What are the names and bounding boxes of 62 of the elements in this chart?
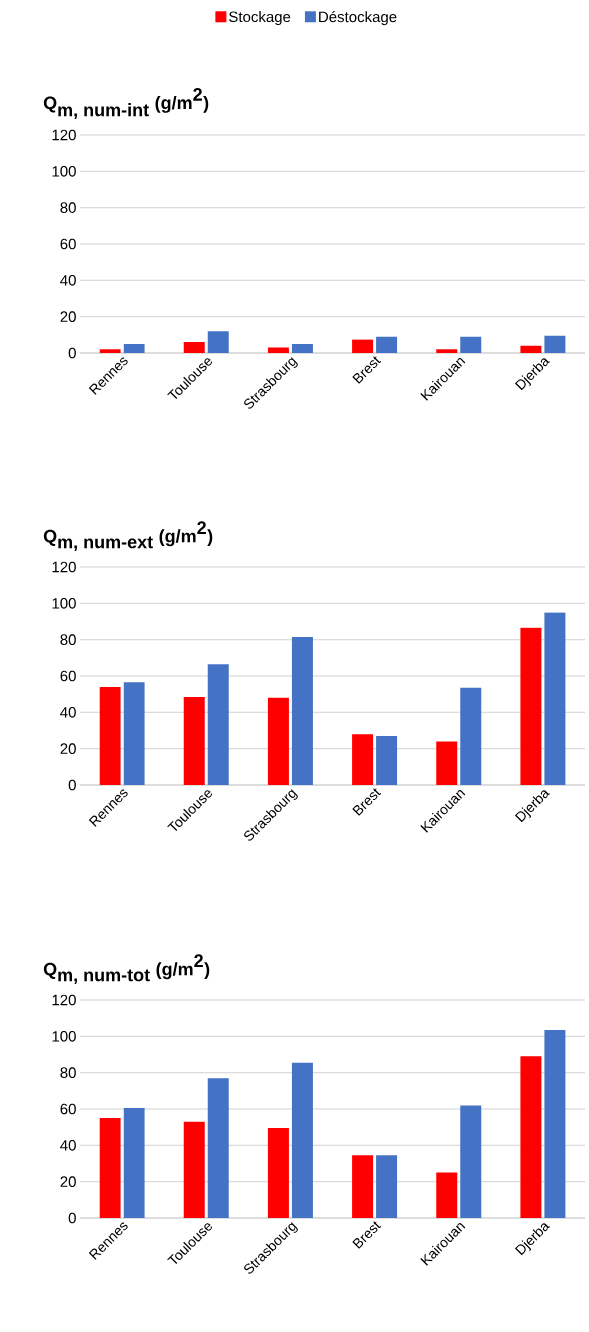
y-tick-label: 0 bbox=[68, 347, 76, 359]
bar bbox=[352, 1155, 374, 1219]
chart-title: $\textbf{Q}_{\textbf{m, num-ext}}\textbf{ (g/m}^{\textbf{2}}\textbf{)}$ bbox=[43, 521, 213, 551]
y-tick-label: 80 bbox=[60, 202, 76, 213]
chart-title: $\textbf{Q}_{\textbf{m, num-tot}}\textbf{ (g/m}^{\textbf{2}}\textbf{)}$ bbox=[43, 954, 210, 984]
bar bbox=[291, 343, 313, 353]
bar bbox=[267, 347, 289, 353]
bar bbox=[123, 343, 145, 353]
y-tick-label: 40 bbox=[60, 707, 76, 718]
bar bbox=[460, 687, 482, 786]
y-tick-label: 120 bbox=[52, 561, 76, 573]
bar bbox=[291, 1062, 313, 1219]
bar bbox=[267, 697, 289, 786]
bar bbox=[436, 349, 458, 353]
y-tick-label: 0 bbox=[68, 779, 76, 791]
y-tick-label: 80 bbox=[60, 634, 76, 645]
bar bbox=[544, 1029, 566, 1219]
bar bbox=[544, 612, 566, 786]
y-tick-label: 80 bbox=[60, 1067, 76, 1078]
chart-title: $\textbf{Q}_{\textbf{m, num-int}}\textbf{ (g/m}^{\textbf{2}}\textbf{)}$ bbox=[43, 88, 209, 119]
bar bbox=[123, 1108, 145, 1219]
y-tick-label: 60 bbox=[60, 1103, 76, 1115]
y-tick-label: 20 bbox=[60, 1176, 76, 1187]
bar bbox=[544, 335, 566, 353]
bar bbox=[207, 664, 229, 786]
bar bbox=[376, 1155, 398, 1219]
y-tick-label: 60 bbox=[60, 238, 76, 250]
legend-label: Déstockage bbox=[319, 11, 397, 26]
bar bbox=[520, 1056, 542, 1219]
y-tick-label: 20 bbox=[60, 743, 76, 754]
bar bbox=[267, 1128, 289, 1219]
bar bbox=[376, 336, 398, 353]
y-tick-label: 100 bbox=[52, 598, 76, 609]
y-tick-label: 120 bbox=[52, 994, 76, 1006]
y-tick-label: 40 bbox=[60, 275, 76, 286]
legend-label: Stockage bbox=[229, 11, 291, 26]
bar bbox=[207, 331, 229, 353]
bar bbox=[460, 336, 482, 353]
bar bbox=[520, 627, 542, 786]
y-tick-label: 40 bbox=[60, 1140, 76, 1151]
bar bbox=[520, 345, 542, 353]
bar bbox=[376, 735, 398, 786]
y-tick-label: 20 bbox=[60, 311, 76, 322]
bar bbox=[183, 696, 205, 786]
bar bbox=[99, 349, 121, 353]
y-tick-label: 0 bbox=[68, 1212, 76, 1224]
bar bbox=[436, 741, 458, 786]
y-tick-label: 100 bbox=[52, 1031, 76, 1042]
y-tick-label: 100 bbox=[52, 166, 76, 177]
bar bbox=[291, 636, 313, 786]
bar bbox=[352, 734, 374, 786]
bar bbox=[460, 1105, 482, 1219]
bar bbox=[183, 1121, 205, 1219]
bar bbox=[352, 339, 374, 353]
bar bbox=[207, 1078, 229, 1219]
bar bbox=[183, 342, 205, 353]
bar bbox=[436, 1172, 458, 1219]
y-tick-label: 60 bbox=[60, 670, 76, 682]
y-tick-label: 120 bbox=[52, 129, 76, 141]
bar bbox=[123, 682, 145, 786]
bar bbox=[99, 686, 121, 786]
bar bbox=[99, 1118, 121, 1219]
